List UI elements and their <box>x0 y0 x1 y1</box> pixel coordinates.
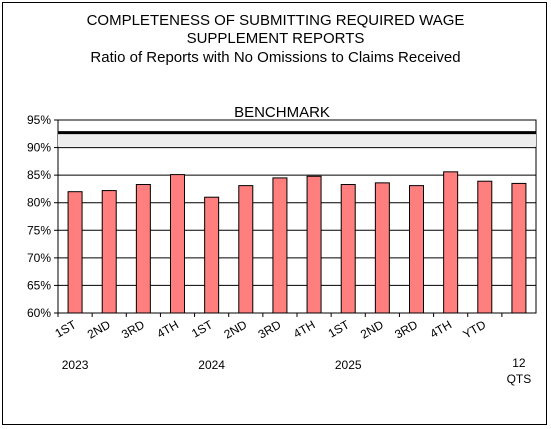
chart-title-line2: SUPPLEMENT REPORTS <box>186 30 365 47</box>
y-tick-label: 90% <box>27 141 51 155</box>
bar <box>204 196 220 314</box>
x-tick-label: 1ST <box>326 317 353 340</box>
bar <box>135 184 151 314</box>
year-label: 2024 <box>198 358 225 372</box>
x-tick-label: 2ND <box>358 317 386 341</box>
x-tick-label: 4TH <box>428 317 455 340</box>
bar <box>238 185 254 314</box>
chart-subtitle: Ratio of Reports with No Omissions to Cl… <box>90 49 461 66</box>
x-tick-label: YTD <box>461 317 489 341</box>
x-tick-label: 4TH <box>154 317 181 340</box>
bar <box>511 182 527 314</box>
x-tick-label: 4TH <box>291 317 318 340</box>
y-tick-label: 95% <box>27 113 51 127</box>
x-tick-label: 2ND <box>85 317 113 341</box>
x-tick-label: 3RD <box>119 317 147 341</box>
x-tick-label: 3RD <box>256 317 284 341</box>
bar <box>101 190 117 314</box>
x-tick-label: 3RD <box>392 317 420 341</box>
y-tick-label: 65% <box>27 278 51 292</box>
x-tick-label: 2ND <box>221 317 249 341</box>
plot-area-border <box>57 119 537 314</box>
benchmark-shadow <box>58 133 536 147</box>
benchmark-label-bg <box>224 102 340 119</box>
end-label-line2: QTS <box>507 372 532 386</box>
bar <box>67 191 83 314</box>
x-tick-label: 1ST <box>189 317 216 340</box>
y-tick-label: 60% <box>27 306 51 320</box>
y-tick-label: 75% <box>27 223 51 237</box>
x-tick-label: 1ST <box>53 317 80 340</box>
y-tick-label: 85% <box>27 168 51 182</box>
year-label: 2023 <box>62 358 89 372</box>
bar <box>170 174 185 314</box>
bar <box>340 184 356 314</box>
bar <box>374 182 390 314</box>
bar <box>272 177 288 314</box>
benchmark-label: BENCHMARK <box>234 104 330 121</box>
end-label-line1: 12 <box>512 356 526 370</box>
y-tick-label: 70% <box>27 251 51 265</box>
bar <box>477 180 493 314</box>
bar <box>306 175 322 314</box>
bar <box>443 171 459 314</box>
bar <box>409 185 424 314</box>
year-label: 2025 <box>335 358 362 372</box>
chart-title-line1: COMPLETENESS OF SUBMITTING REQUIRED WAGE <box>86 12 465 29</box>
y-tick-label: 80% <box>27 196 51 210</box>
